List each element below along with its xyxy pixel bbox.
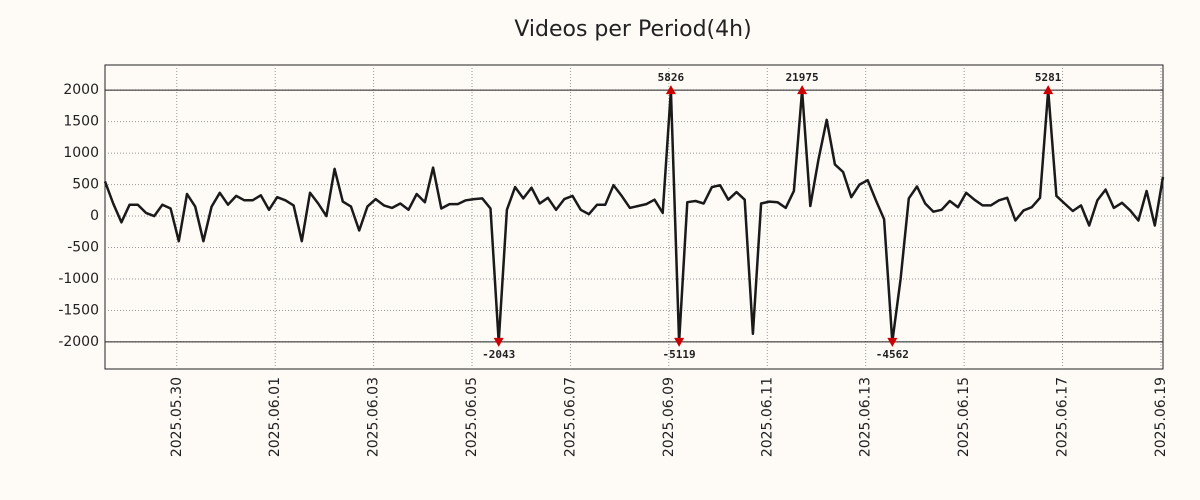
cap-marker [1043, 85, 1054, 95]
line [103, 88, 1165, 344]
x-tick-label: 2025.06.03 [366, 377, 382, 457]
x-tick-label: 2025.06.19 [1153, 377, 1169, 457]
y-tick-label: -2000 [58, 334, 99, 350]
x-tick-label: 2025.06.09 [661, 377, 677, 457]
chart-title: Videos per Period(4h) [514, 17, 751, 42]
y-tick-label: 500 [72, 177, 99, 193]
cap-marker [674, 337, 685, 347]
cap-marker [887, 337, 898, 347]
cap-marker [797, 85, 808, 95]
y-tick-label: -1000 [58, 271, 99, 287]
cap-marker [665, 85, 676, 95]
plot-area [104, 64, 1164, 370]
y-tick-label: -1500 [58, 302, 99, 318]
annotation: 5826 [658, 71, 685, 84]
x-tick-label: 2025.06.13 [858, 377, 874, 457]
y-tick-label: 0 [90, 208, 99, 224]
y-tick-label: 1000 [63, 145, 99, 161]
x-tick-label: 2025.06.15 [956, 377, 972, 457]
cap-marker [493, 337, 504, 347]
x-tick-label: 2025.06.05 [464, 377, 480, 457]
annotation: -2043 [482, 348, 515, 361]
y-tick-label: -500 [67, 240, 99, 256]
annotation: -5119 [663, 348, 696, 361]
x-tick-label: 2025.06.11 [759, 377, 775, 457]
y-tick-label: 1500 [63, 114, 99, 130]
x-tick-label: 2025.06.17 [1055, 377, 1071, 457]
annotation: 5281 [1035, 71, 1062, 84]
annotation: 21975 [786, 71, 819, 84]
y-tick-label: 2000 [63, 82, 99, 98]
annotation: -4562 [876, 348, 909, 361]
x-tick-label: 2025.05.30 [169, 377, 185, 457]
x-tick-label: 2025.06.07 [562, 377, 578, 457]
x-tick-label: 2025.06.01 [267, 377, 283, 457]
